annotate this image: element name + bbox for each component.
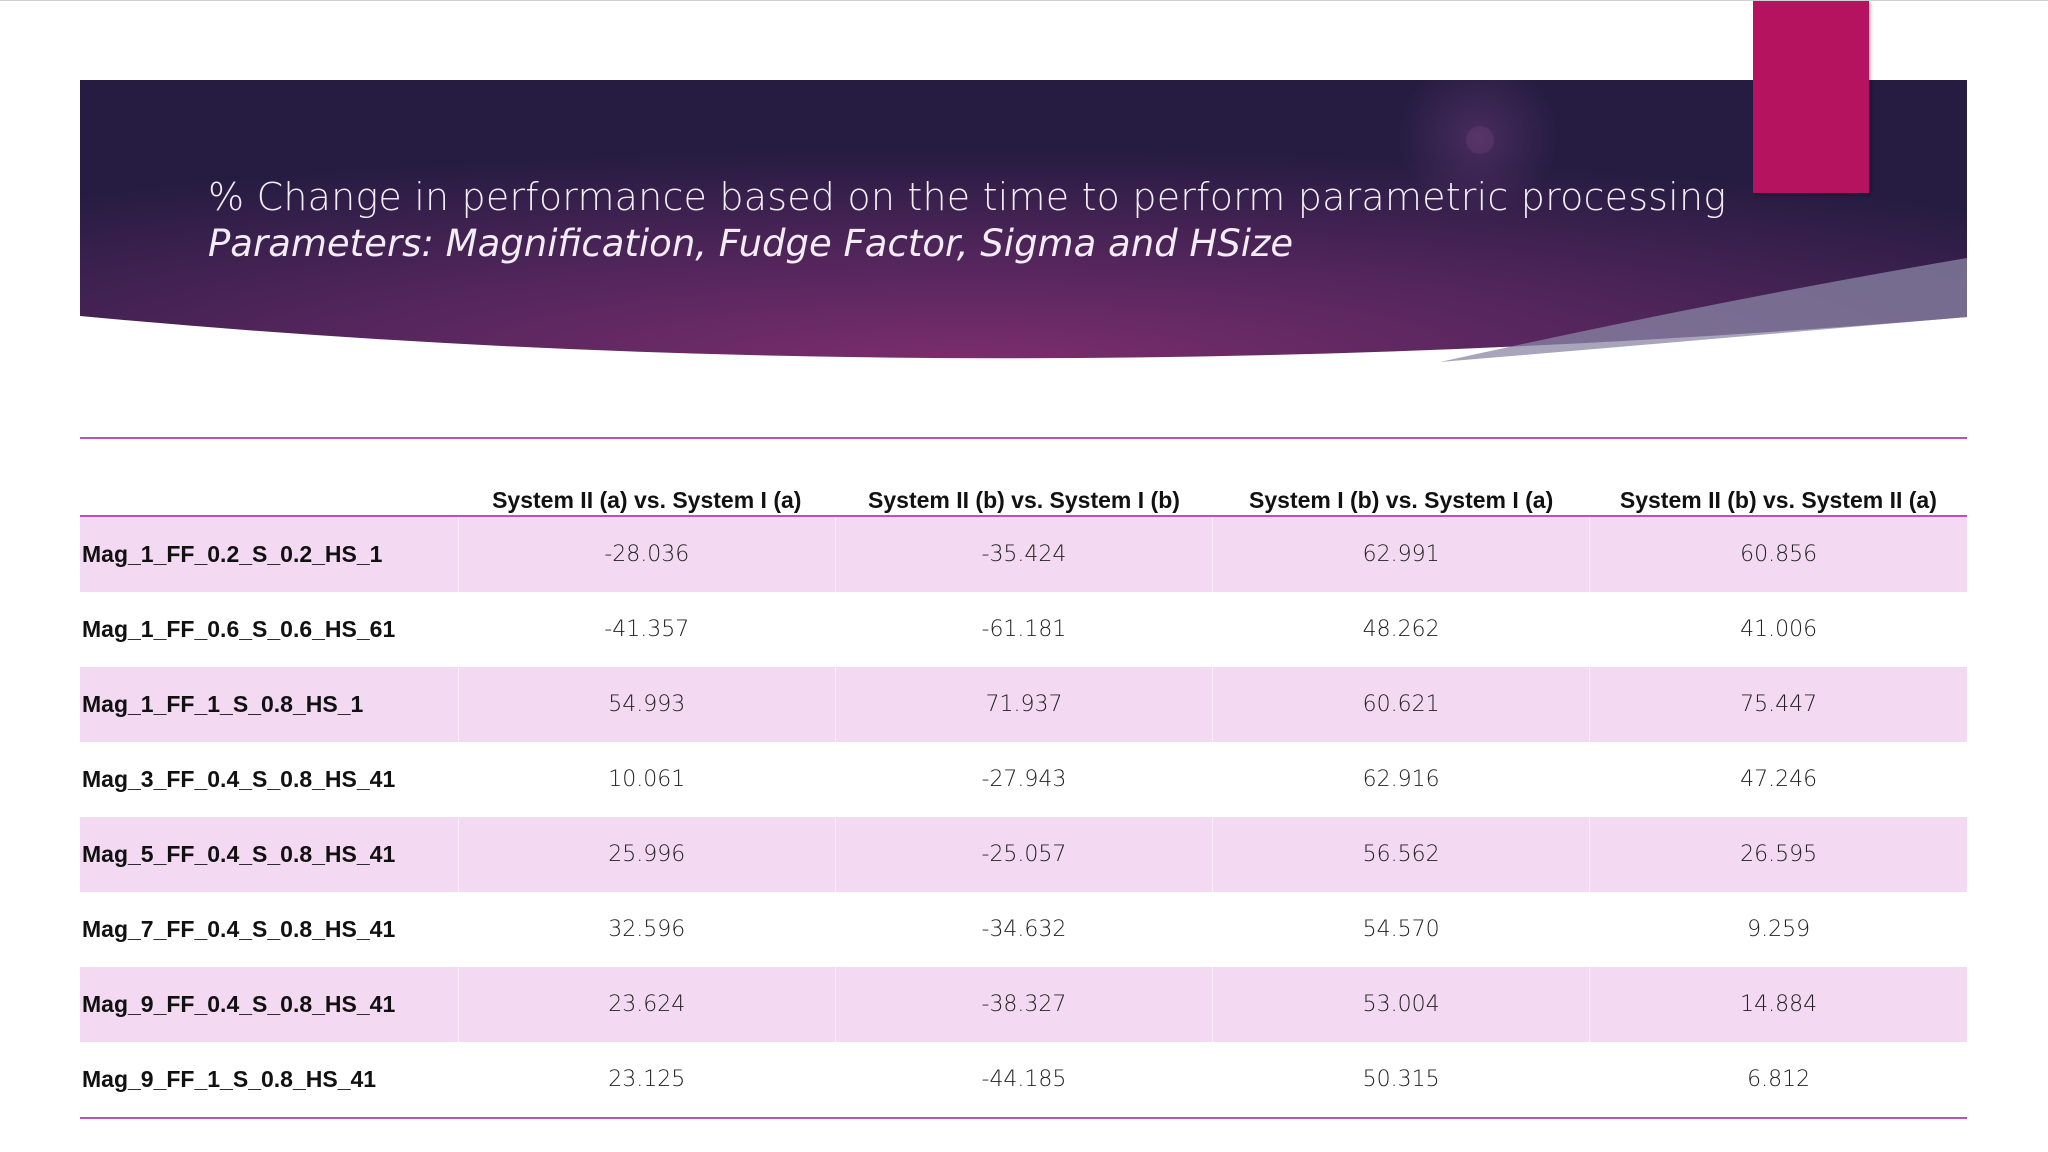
table-top-rule <box>80 437 1967 439</box>
results-table: System II (a) vs. System I (a) System II… <box>80 439 1967 1119</box>
row-label: Mag_3_FF_0.4_S_0.8_HS_41 <box>80 742 459 817</box>
table-cell: 9.259 <box>1589 892 1967 967</box>
table-cell: -27.943 <box>834 742 1213 817</box>
table-cell: -44.185 <box>834 1042 1213 1119</box>
table-cell: 62.916 <box>1212 742 1590 817</box>
table-cell: 23.624 <box>457 967 836 1042</box>
table-cell: 53.004 <box>1212 967 1590 1042</box>
table-cell: 60.856 <box>1589 516 1967 592</box>
table-cell: 50.315 <box>1212 1042 1590 1119</box>
table-cell: -28.036 <box>457 516 836 592</box>
table-cell: 41.006 <box>1589 592 1967 667</box>
table-cell: 32.596 <box>457 892 836 967</box>
header-sys2b-vs-sys2a: System II (b) vs. System II (a) <box>1589 439 1967 517</box>
results-table-container: System II (a) vs. System I (a) System II… <box>80 437 1967 1119</box>
table-row: Mag_9_FF_1_S_0.8_HS_41 23.125 -44.185 50… <box>80 1042 1967 1119</box>
accent-tab <box>1753 1 1869 193</box>
row-label: Mag_1_FF_1_S_0.8_HS_1 <box>80 667 459 742</box>
table-cell: 26.595 <box>1589 817 1967 892</box>
table-row: Mag_1_FF_1_S_0.8_HS_1 54.993 71.937 60.6… <box>80 667 1967 742</box>
slide-subtitle: Parameters: Magnification, Fudge Factor,… <box>208 222 1294 265</box>
table-cell: 56.562 <box>1212 817 1590 892</box>
table-row: Mag_1_FF_0.2_S_0.2_HS_1 -28.036 -35.424 … <box>80 516 1967 592</box>
row-label: Mag_1_FF_0.2_S_0.2_HS_1 <box>80 516 459 592</box>
table-cell: 71.937 <box>834 667 1213 742</box>
table-cell: -38.327 <box>834 967 1213 1042</box>
table-header-row: System II (a) vs. System I (a) System II… <box>80 439 1967 517</box>
table-row: Mag_5_FF_0.4_S_0.8_HS_41 25.996 -25.057 … <box>80 817 1967 892</box>
table-row: Mag_1_FF_0.6_S_0.6_HS_61 -41.357 -61.181… <box>80 592 1967 667</box>
table-cell: -25.057 <box>834 817 1213 892</box>
table-cell: 6.812 <box>1589 1042 1967 1119</box>
table-row: Mag_9_FF_0.4_S_0.8_HS_41 23.624 -38.327 … <box>80 967 1967 1042</box>
row-label: Mag_7_FF_0.4_S_0.8_HS_41 <box>80 892 459 967</box>
header-sys2b-vs-sys1b: System II (b) vs. System I (b) <box>835 439 1213 517</box>
table-cell: -34.632 <box>834 892 1213 967</box>
table-cell: 14.884 <box>1589 967 1967 1042</box>
table-cell: 47.246 <box>1589 742 1967 817</box>
table-row: Mag_3_FF_0.4_S_0.8_HS_41 10.061 -27.943 … <box>80 742 1967 817</box>
title-banner <box>80 80 1967 382</box>
table-cell: 48.262 <box>1212 592 1590 667</box>
row-label: Mag_9_FF_1_S_0.8_HS_41 <box>80 1042 459 1119</box>
title-block: % Change in performance based on the tim… <box>208 173 1768 267</box>
table-cell: 23.125 <box>457 1042 836 1119</box>
table-cell: 54.993 <box>457 667 836 742</box>
table-cell: 60.621 <box>1212 667 1590 742</box>
slide-title: % Change in performance based on the tim… <box>208 175 1727 219</box>
table-cell: 75.447 <box>1589 667 1967 742</box>
row-label: Mag_1_FF_0.6_S_0.6_HS_61 <box>80 592 459 667</box>
header-row-label <box>80 439 459 517</box>
table-cell: -61.181 <box>834 592 1213 667</box>
header-sys2a-vs-sys1a: System II (a) vs. System I (a) <box>458 439 836 517</box>
table-cell: 25.996 <box>457 817 836 892</box>
table-cell: 10.061 <box>457 742 836 817</box>
table-cell: -35.424 <box>834 516 1213 592</box>
header-sys1b-vs-sys1a: System I (b) vs. System I (a) <box>1212 439 1590 517</box>
table-cell: 54.570 <box>1212 892 1590 967</box>
row-label: Mag_9_FF_0.4_S_0.8_HS_41 <box>80 967 459 1042</box>
table-row: Mag_7_FF_0.4_S_0.8_HS_41 32.596 -34.632 … <box>80 892 1967 967</box>
table-cell: -41.357 <box>457 592 836 667</box>
table-cell: 62.991 <box>1212 516 1590 592</box>
row-label: Mag_5_FF_0.4_S_0.8_HS_41 <box>80 817 459 892</box>
